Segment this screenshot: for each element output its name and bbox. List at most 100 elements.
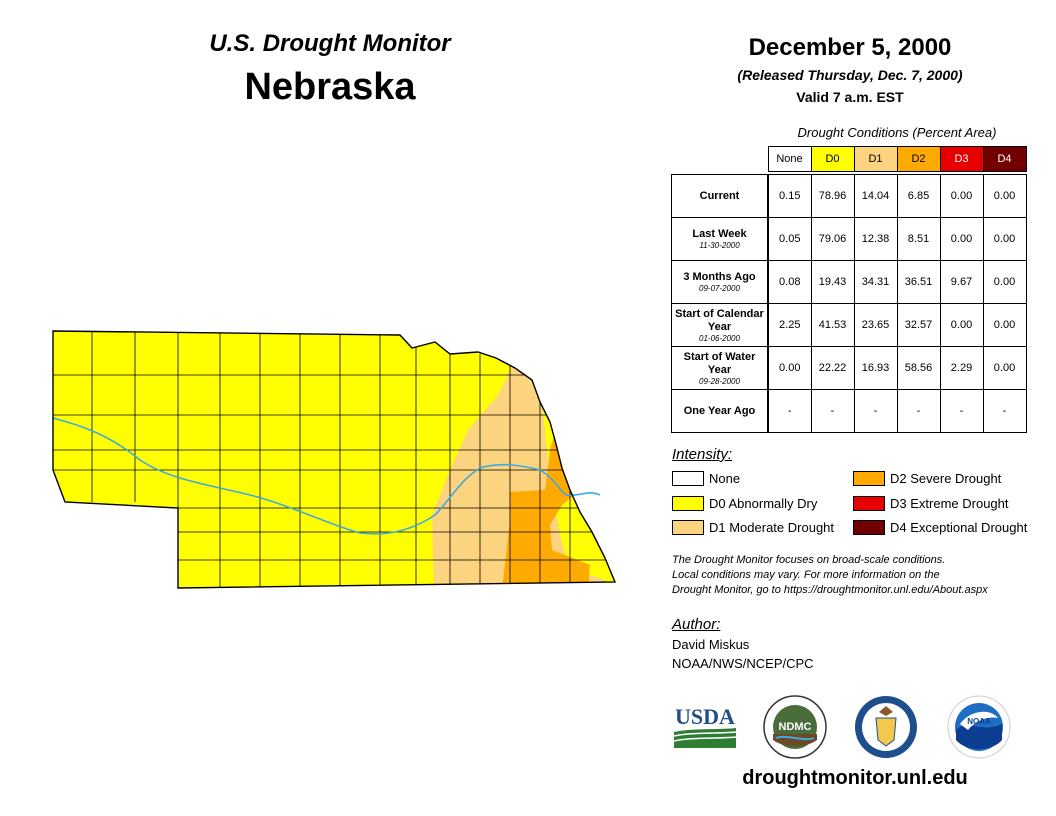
table-cell: 0.00	[982, 217, 1027, 261]
legend-swatch	[672, 520, 704, 535]
legend-label: None	[709, 471, 741, 486]
legend-item-d2: D2 Severe Drought	[853, 471, 1001, 486]
table-cell: 79.06	[810, 217, 855, 261]
col-header-d0: D0	[810, 146, 855, 172]
row-label: Current	[671, 174, 769, 218]
table-row: Current 0.15 78.96 14.04 6.85 0.00 0.00	[671, 174, 1027, 218]
row-label: Last Week 11-30-2000	[671, 217, 769, 261]
table-cell: -	[767, 389, 812, 433]
legend-swatch	[853, 471, 885, 486]
table-caption: Drought Conditions (Percent Area)	[797, 125, 997, 140]
product-title: U.S. Drought Monitor	[209, 30, 451, 57]
map-date: December 5, 2000	[748, 34, 952, 61]
col-header-d4: D4	[982, 146, 1027, 172]
legend-item-d4: D4 Exceptional Drought	[853, 520, 1027, 535]
legend-swatch	[853, 496, 885, 511]
table-cell: 0.00	[939, 174, 984, 218]
legend-swatch	[672, 471, 704, 486]
table-cell: -	[810, 389, 855, 433]
col-header-none: None	[767, 146, 812, 172]
note-line: The Drought Monitor focuses on broad-sca…	[672, 554, 946, 566]
table-cell: 16.93	[853, 346, 898, 390]
col-header-d2: D2	[896, 146, 941, 172]
table-row: 3 Months Ago 09-07-2000 0.08 19.43 34.31 …	[671, 260, 1027, 304]
table-cell: 41.53	[810, 303, 855, 347]
col-header-d3: D3	[939, 146, 984, 172]
table-cell: 0.08	[767, 260, 812, 304]
table-cell: 0.15	[767, 174, 812, 218]
table-cell: 2.29	[939, 346, 984, 390]
row-label: 3 Months Ago 09-07-2000	[671, 260, 769, 304]
table-cell: 6.85	[896, 174, 941, 218]
legend-label: D0 Abnormally Dry	[709, 496, 818, 511]
disclaimer-note: The Drought Monitor focuses on broad-sca…	[672, 553, 1042, 598]
drought-stats-table: None D0 D1 D2 D3 D4 Current 0.15 78.96 1…	[671, 146, 1027, 433]
col-header-d1: D1	[853, 146, 898, 172]
note-line: Local conditions may vary. For more info…	[672, 569, 940, 581]
table-cell: 2.25	[767, 303, 812, 347]
platte-river	[52, 417, 601, 535]
table-cell: 9.67	[939, 260, 984, 304]
table-row: Start of Calendar Year 01-06-2000 2.25 41…	[671, 303, 1027, 347]
table-cell: 34.31	[853, 260, 898, 304]
table-cell: 14.04	[853, 174, 898, 218]
table-row: Last Week 11-30-2000 0.05 79.06 12.38 8.5…	[671, 217, 1027, 261]
legend-label: D1 Moderate Drought	[709, 520, 835, 535]
legend-label: D4 Exceptional Drought	[890, 520, 1028, 535]
table-cell: 32.57	[896, 303, 941, 347]
legend-item-d1: D1 Moderate Drought	[672, 520, 834, 535]
table-cell: -	[896, 389, 941, 433]
table-row: One Year Ago - - - - - -	[671, 389, 1027, 433]
noaa-logo: NOAA	[947, 695, 1011, 759]
table-cell: 0.00	[982, 174, 1027, 218]
note-line: Drought Monitor, go to https://droughtmo…	[672, 584, 988, 596]
svg-text:NOAA: NOAA	[967, 717, 991, 726]
author-label: Author:	[672, 616, 721, 633]
legend-label: D2 Severe Drought	[890, 471, 1002, 486]
author-org: NOAA/NWS/NCEP/CPC	[672, 656, 814, 671]
table-cell: 19.43	[810, 260, 855, 304]
legend-swatch	[672, 496, 704, 511]
legend-label: D3 Extreme Drought	[890, 496, 1009, 511]
table-cell: 78.96	[810, 174, 855, 218]
table-cell: 0.00	[982, 260, 1027, 304]
legend-swatch	[853, 520, 885, 535]
table-cell: 36.51	[896, 260, 941, 304]
table-cell: 8.51	[896, 217, 941, 261]
state-title: Nebraska	[244, 66, 416, 108]
table-cell: 0.00	[939, 217, 984, 261]
footer-url[interactable]: droughtmonitor.unl.edu	[742, 767, 968, 789]
usda-logo: USDA	[673, 704, 737, 748]
valid-time: Valid 7 a.m. EST	[796, 89, 904, 105]
legend-item-d3: D3 Extreme Drought	[853, 496, 1009, 511]
row-label: One Year Ago	[671, 389, 769, 433]
svg-text:USDA: USDA	[675, 704, 735, 729]
table-cell: 22.22	[810, 346, 855, 390]
table-cell: -	[982, 389, 1027, 433]
svg-text:NDMC: NDMC	[779, 721, 812, 733]
table-cell: 0.05	[767, 217, 812, 261]
row-label: Start of Water Year 09-28-2000	[671, 346, 769, 390]
table-cell: 23.65	[853, 303, 898, 347]
author-name: David Miskus	[672, 637, 750, 652]
table-cell: 0.00	[939, 303, 984, 347]
table-cell: -	[939, 389, 984, 433]
state-boundary	[52, 330, 617, 589]
table-cell: 0.00	[982, 346, 1027, 390]
release-date: (Released Thursday, Dec. 7, 2000)	[737, 67, 963, 83]
table-cell: 58.56	[896, 346, 941, 390]
legend-title: Intensity:	[672, 446, 733, 463]
table-cell: 0.00	[982, 303, 1027, 347]
table-cell: -	[853, 389, 898, 433]
table-cell: 12.38	[853, 217, 898, 261]
table-corner	[672, 147, 769, 172]
d1-region	[432, 360, 615, 588]
legend-item-d0: D0 Abnormally Dry	[672, 496, 817, 511]
row-label: Start of Calendar Year 01-06-2000	[671, 303, 769, 347]
legend-item-none: None	[672, 471, 740, 486]
table-cell: 0.00	[767, 346, 812, 390]
table-row: Start of Water Year 09-28-2000 0.00 22.22…	[671, 346, 1027, 390]
ndmc-logo: NDMC	[763, 695, 827, 759]
doc-seal-logo	[855, 696, 917, 758]
nebraska-drought-map	[52, 330, 617, 589]
